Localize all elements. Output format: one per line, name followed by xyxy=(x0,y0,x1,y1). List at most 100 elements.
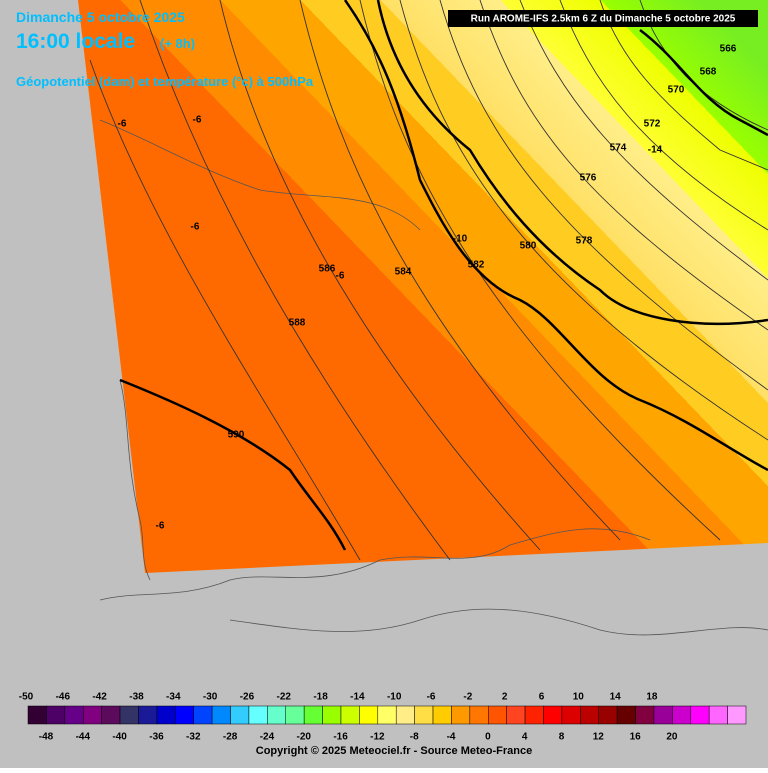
offset: (+ 8h) xyxy=(160,36,195,51)
legend-swatch xyxy=(598,705,618,725)
legend-bottom-label: -16 xyxy=(333,732,348,743)
legend-swatch xyxy=(414,705,434,725)
legend-swatch xyxy=(248,705,268,725)
legend-top-label: 2 xyxy=(502,692,508,703)
geopotential-label: 588 xyxy=(289,318,306,329)
legend-top-label: -2 xyxy=(463,692,472,703)
geopotential-label: 584 xyxy=(395,267,412,278)
legend-bottom-label: -20 xyxy=(297,732,312,743)
legend-swatch xyxy=(46,705,66,725)
legend-swatch xyxy=(64,705,84,725)
legend-top-label: -30 xyxy=(203,692,218,703)
geopotential-label: 570 xyxy=(668,85,685,96)
legend-swatch xyxy=(359,705,379,725)
geopotential-label: 566 xyxy=(720,44,737,55)
geopotential-label: 582 xyxy=(468,260,485,271)
geopotential-label: 574 xyxy=(610,143,627,154)
legend-swatch xyxy=(690,705,710,725)
legend-swatch xyxy=(672,705,692,725)
legend-bottom-label: 20 xyxy=(666,732,678,743)
legend-swatch xyxy=(432,705,452,725)
legend-swatch xyxy=(708,705,728,725)
legend-swatch xyxy=(27,705,47,725)
legend-swatch xyxy=(285,705,305,725)
borders xyxy=(119,0,768,551)
legend-top-label: -10 xyxy=(387,692,402,703)
legend-top-label: -34 xyxy=(166,692,181,703)
geopotential-label: 576 xyxy=(580,173,597,184)
legend-swatch xyxy=(580,705,599,725)
legend-top-label: -38 xyxy=(129,692,144,703)
legend-swatch xyxy=(82,705,102,725)
date: Dimanche 5 octobre 2025 xyxy=(16,9,185,25)
legend-swatch xyxy=(506,705,526,725)
legend-bottom-label: -48 xyxy=(39,732,54,743)
legend-swatch xyxy=(377,705,397,725)
legend-top-label: -22 xyxy=(277,692,292,703)
legend-bottom-label: 0 xyxy=(485,732,491,743)
legend-swatch xyxy=(175,705,194,725)
legend-top-label: 18 xyxy=(646,692,658,703)
legend-swatch xyxy=(616,705,636,725)
legend-bottom-label: 12 xyxy=(593,732,605,743)
run-box xyxy=(448,10,758,27)
geopotential-label: 590 xyxy=(228,430,245,441)
legend-swatch xyxy=(340,705,360,725)
geopotential-label: 578 xyxy=(576,236,593,247)
legend-swatch xyxy=(267,705,286,725)
copyright: Copyright © 2025 Meteociel.fr - Source M… xyxy=(256,745,532,757)
temperature-label: -6 xyxy=(193,115,202,126)
temperature-label: -6 xyxy=(336,271,345,282)
legend: -50 -46 -42 -38 -34 -30 -26 -22 -18 -14 -10 -6 -2 2 6 1… xyxy=(19,692,747,743)
legend-top-label: -42 xyxy=(92,692,107,703)
legend-swatch xyxy=(101,705,121,725)
legend-bottom-label: -36 xyxy=(149,732,164,743)
legend-swatch xyxy=(561,705,581,725)
legend-swatch xyxy=(303,705,323,725)
legend-bottom-label: 16 xyxy=(630,732,642,743)
geopotential-label: 572 xyxy=(644,119,661,130)
legend-swatch xyxy=(451,705,471,725)
legend-top-label: 14 xyxy=(610,692,622,703)
legend-top-label: -26 xyxy=(240,692,255,703)
time: 16:00 locale xyxy=(16,30,135,53)
legend-swatch xyxy=(395,705,415,725)
temperature-label: -10 xyxy=(453,234,468,245)
temperature-label: -6 xyxy=(156,521,165,532)
temperature-label: -6 xyxy=(191,222,200,233)
model-domain xyxy=(78,0,768,573)
legend-bottom-label: -12 xyxy=(370,732,385,743)
legend-bottom-label: -40 xyxy=(112,732,127,743)
legend-top-label: -50 xyxy=(19,692,34,703)
legend-swatch xyxy=(138,705,158,725)
legend-top-label: 6 xyxy=(539,692,545,703)
legend-swatch xyxy=(653,705,673,725)
legend-swatch xyxy=(635,705,655,725)
legend-bottom-label: -28 xyxy=(223,732,238,743)
legend-swatch xyxy=(211,705,231,725)
legend-bottom-label: -8 xyxy=(410,732,419,743)
legend-bottom-label: 4 xyxy=(522,732,528,743)
legend-swatch xyxy=(543,705,563,725)
legend-bottom-label: -44 xyxy=(76,732,91,743)
legend-top-label: -46 xyxy=(56,692,71,703)
legend-top-label: -6 xyxy=(427,692,436,703)
geopotential-label: 580 xyxy=(520,241,537,252)
legend-bottom-label: 8 xyxy=(559,732,565,743)
legend-swatch xyxy=(119,705,139,725)
temperature-label: -6 xyxy=(118,119,127,130)
legend-swatch xyxy=(322,705,342,725)
legend-swatch xyxy=(193,705,213,725)
legend-bottom-label: -32 xyxy=(186,732,201,743)
legend-swatch xyxy=(727,705,747,725)
legend-swatch xyxy=(469,705,489,725)
coastlines xyxy=(99,119,768,636)
geopotential-label: 568 xyxy=(700,67,717,78)
geopotential-contours xyxy=(89,0,768,561)
legend-top-label: -18 xyxy=(313,692,328,703)
temperature-label: -14 xyxy=(648,145,663,156)
legend-swatch xyxy=(524,705,544,725)
run-info: Run AROME-IFS 2.5km 6 Z du Dimanche 5 oc… xyxy=(471,14,736,25)
legend-top-label: 10 xyxy=(573,692,585,703)
